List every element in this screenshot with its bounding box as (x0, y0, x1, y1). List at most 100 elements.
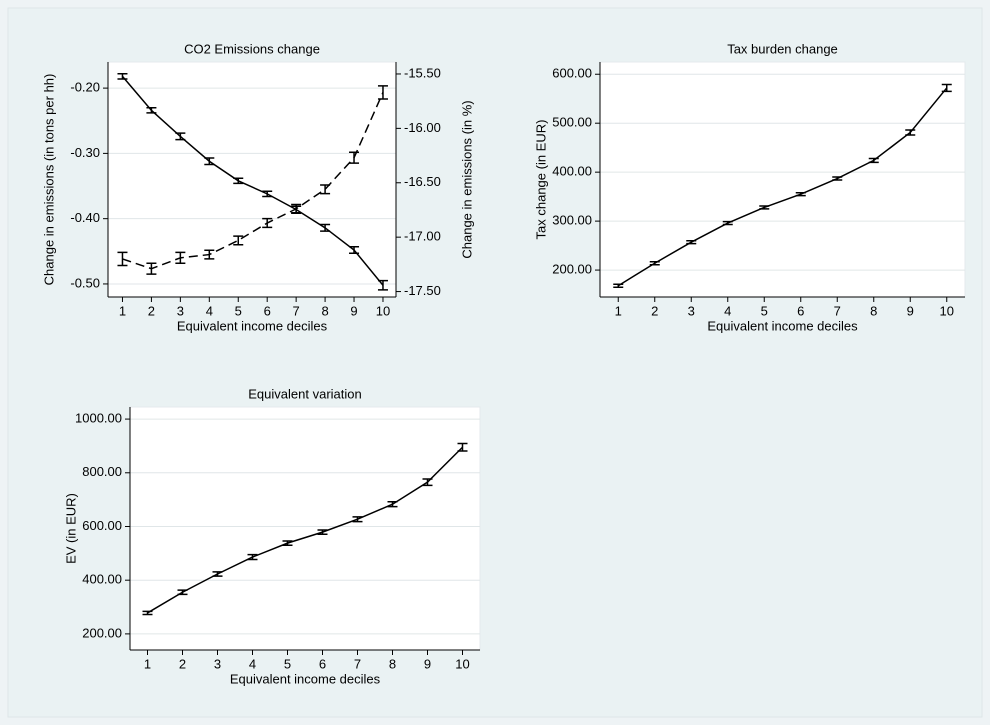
error-bar (117, 73, 128, 80)
x-tick-label: 4 (206, 303, 213, 318)
error-bar (832, 176, 843, 181)
error-bar (377, 85, 388, 100)
x-tick-label: 9 (907, 303, 914, 318)
error-bar (175, 251, 186, 265)
error-bar (457, 442, 468, 452)
error-bar (262, 190, 273, 198)
error-bar (941, 83, 952, 93)
y-tick-label: 400.00 (552, 164, 592, 179)
x-tick-label: 10 (455, 656, 469, 671)
error-bar (686, 239, 697, 245)
y-tick-label: 200.00 (82, 625, 122, 640)
error-bar (262, 217, 273, 229)
x-tick-label: 6 (319, 656, 326, 671)
x-tick-label: 2 (179, 656, 186, 671)
error-bar (317, 529, 328, 536)
series-line (617, 87, 948, 287)
y-tick-label: 1000.00 (75, 411, 122, 426)
x-tick-label: 6 (797, 303, 804, 318)
error-bar (117, 251, 128, 267)
x-tick-label: 1 (119, 303, 126, 318)
error-bar (868, 157, 879, 164)
y-tick-label: -0.50 (70, 275, 100, 290)
error-bar (649, 261, 660, 266)
x-tick-label: 5 (235, 303, 242, 318)
error-bar (282, 540, 293, 547)
error-bar (422, 478, 433, 487)
x-tick-label: 1 (144, 656, 151, 671)
error-bar (377, 279, 388, 291)
chart-title: Equivalent variation (248, 386, 361, 401)
x-tick-label: 9 (424, 656, 431, 671)
y2-tick-label: -16.50 (404, 174, 441, 189)
x-tick-label: 8 (389, 656, 396, 671)
series-line (122, 92, 384, 270)
x-tick-label: 3 (688, 303, 695, 318)
chart-title: Tax burden change (727, 41, 838, 56)
y-tick-label: 400.00 (82, 572, 122, 587)
x-tick-label: 5 (761, 303, 768, 318)
y-tick-label: -0.30 (70, 145, 100, 160)
error-bar (204, 157, 215, 166)
y2-axis-label: Change in emissions (in %) (459, 100, 474, 258)
x-tick-label: 5 (284, 656, 291, 671)
error-bar (175, 132, 186, 141)
y-tick-label: 500.00 (552, 115, 592, 130)
x-tick-label: 8 (870, 303, 877, 318)
error-bar (795, 191, 806, 197)
x-tick-label: 7 (293, 303, 300, 318)
x-tick-label: 10 (940, 303, 954, 318)
x-tick-label: 1 (615, 303, 622, 318)
error-bar (247, 553, 258, 561)
x-tick-label: 2 (148, 303, 155, 318)
x-tick-label: 9 (350, 303, 357, 318)
y-axis-label: EV (in EUR) (63, 493, 78, 564)
x-tick-label: 3 (214, 656, 221, 671)
error-bar (349, 245, 360, 255)
y-tick-label: -0.20 (70, 80, 100, 95)
x-tick-label: 7 (354, 656, 361, 671)
error-bar (177, 589, 188, 596)
error-bar (320, 184, 331, 195)
x-tick-label: 4 (724, 303, 731, 318)
x-axis-label: Equivalent income deciles (230, 671, 381, 686)
y2-tick-label: -17.50 (404, 283, 441, 298)
error-bar (146, 262, 157, 275)
error-bar (233, 177, 244, 185)
error-bar (146, 106, 157, 114)
error-bar (291, 203, 302, 214)
series-line (121, 75, 384, 286)
x-tick-label: 3 (177, 303, 184, 318)
chart-title: CO2 Emissions change (184, 41, 320, 56)
y2-tick-label: -17.00 (404, 229, 441, 244)
y2-tick-label: -16.00 (404, 120, 441, 135)
series-line (147, 446, 464, 614)
y-tick-label: 300.00 (552, 213, 592, 228)
y-tick-label: -0.40 (70, 210, 100, 225)
error-bar (142, 610, 153, 616)
plot-area (599, 61, 966, 298)
error-bar (722, 220, 733, 226)
y2-tick-label: -15.50 (404, 65, 441, 80)
error-bar (387, 501, 398, 508)
y-tick-label: 800.00 (82, 464, 122, 479)
error-bar (212, 571, 223, 577)
x-tick-label: 4 (249, 656, 256, 671)
x-tick-label: 2 (651, 303, 658, 318)
x-tick-label: 8 (321, 303, 328, 318)
error-bar (613, 283, 624, 288)
y-axis-label: Change in emissions (in tons per hh) (41, 74, 56, 286)
error-bar (204, 249, 215, 260)
error-bar (233, 235, 244, 246)
plot-area (107, 61, 397, 298)
error-bar (759, 205, 770, 210)
x-tick-label: 7 (834, 303, 841, 318)
error-bar (905, 129, 916, 136)
y-tick-label: 200.00 (552, 262, 592, 277)
y-tick-label: 600.00 (552, 66, 592, 81)
x-tick-label: 6 (264, 303, 271, 318)
y-tick-label: 600.00 (82, 518, 122, 533)
plot-area (129, 406, 481, 651)
error-bar (320, 223, 331, 232)
